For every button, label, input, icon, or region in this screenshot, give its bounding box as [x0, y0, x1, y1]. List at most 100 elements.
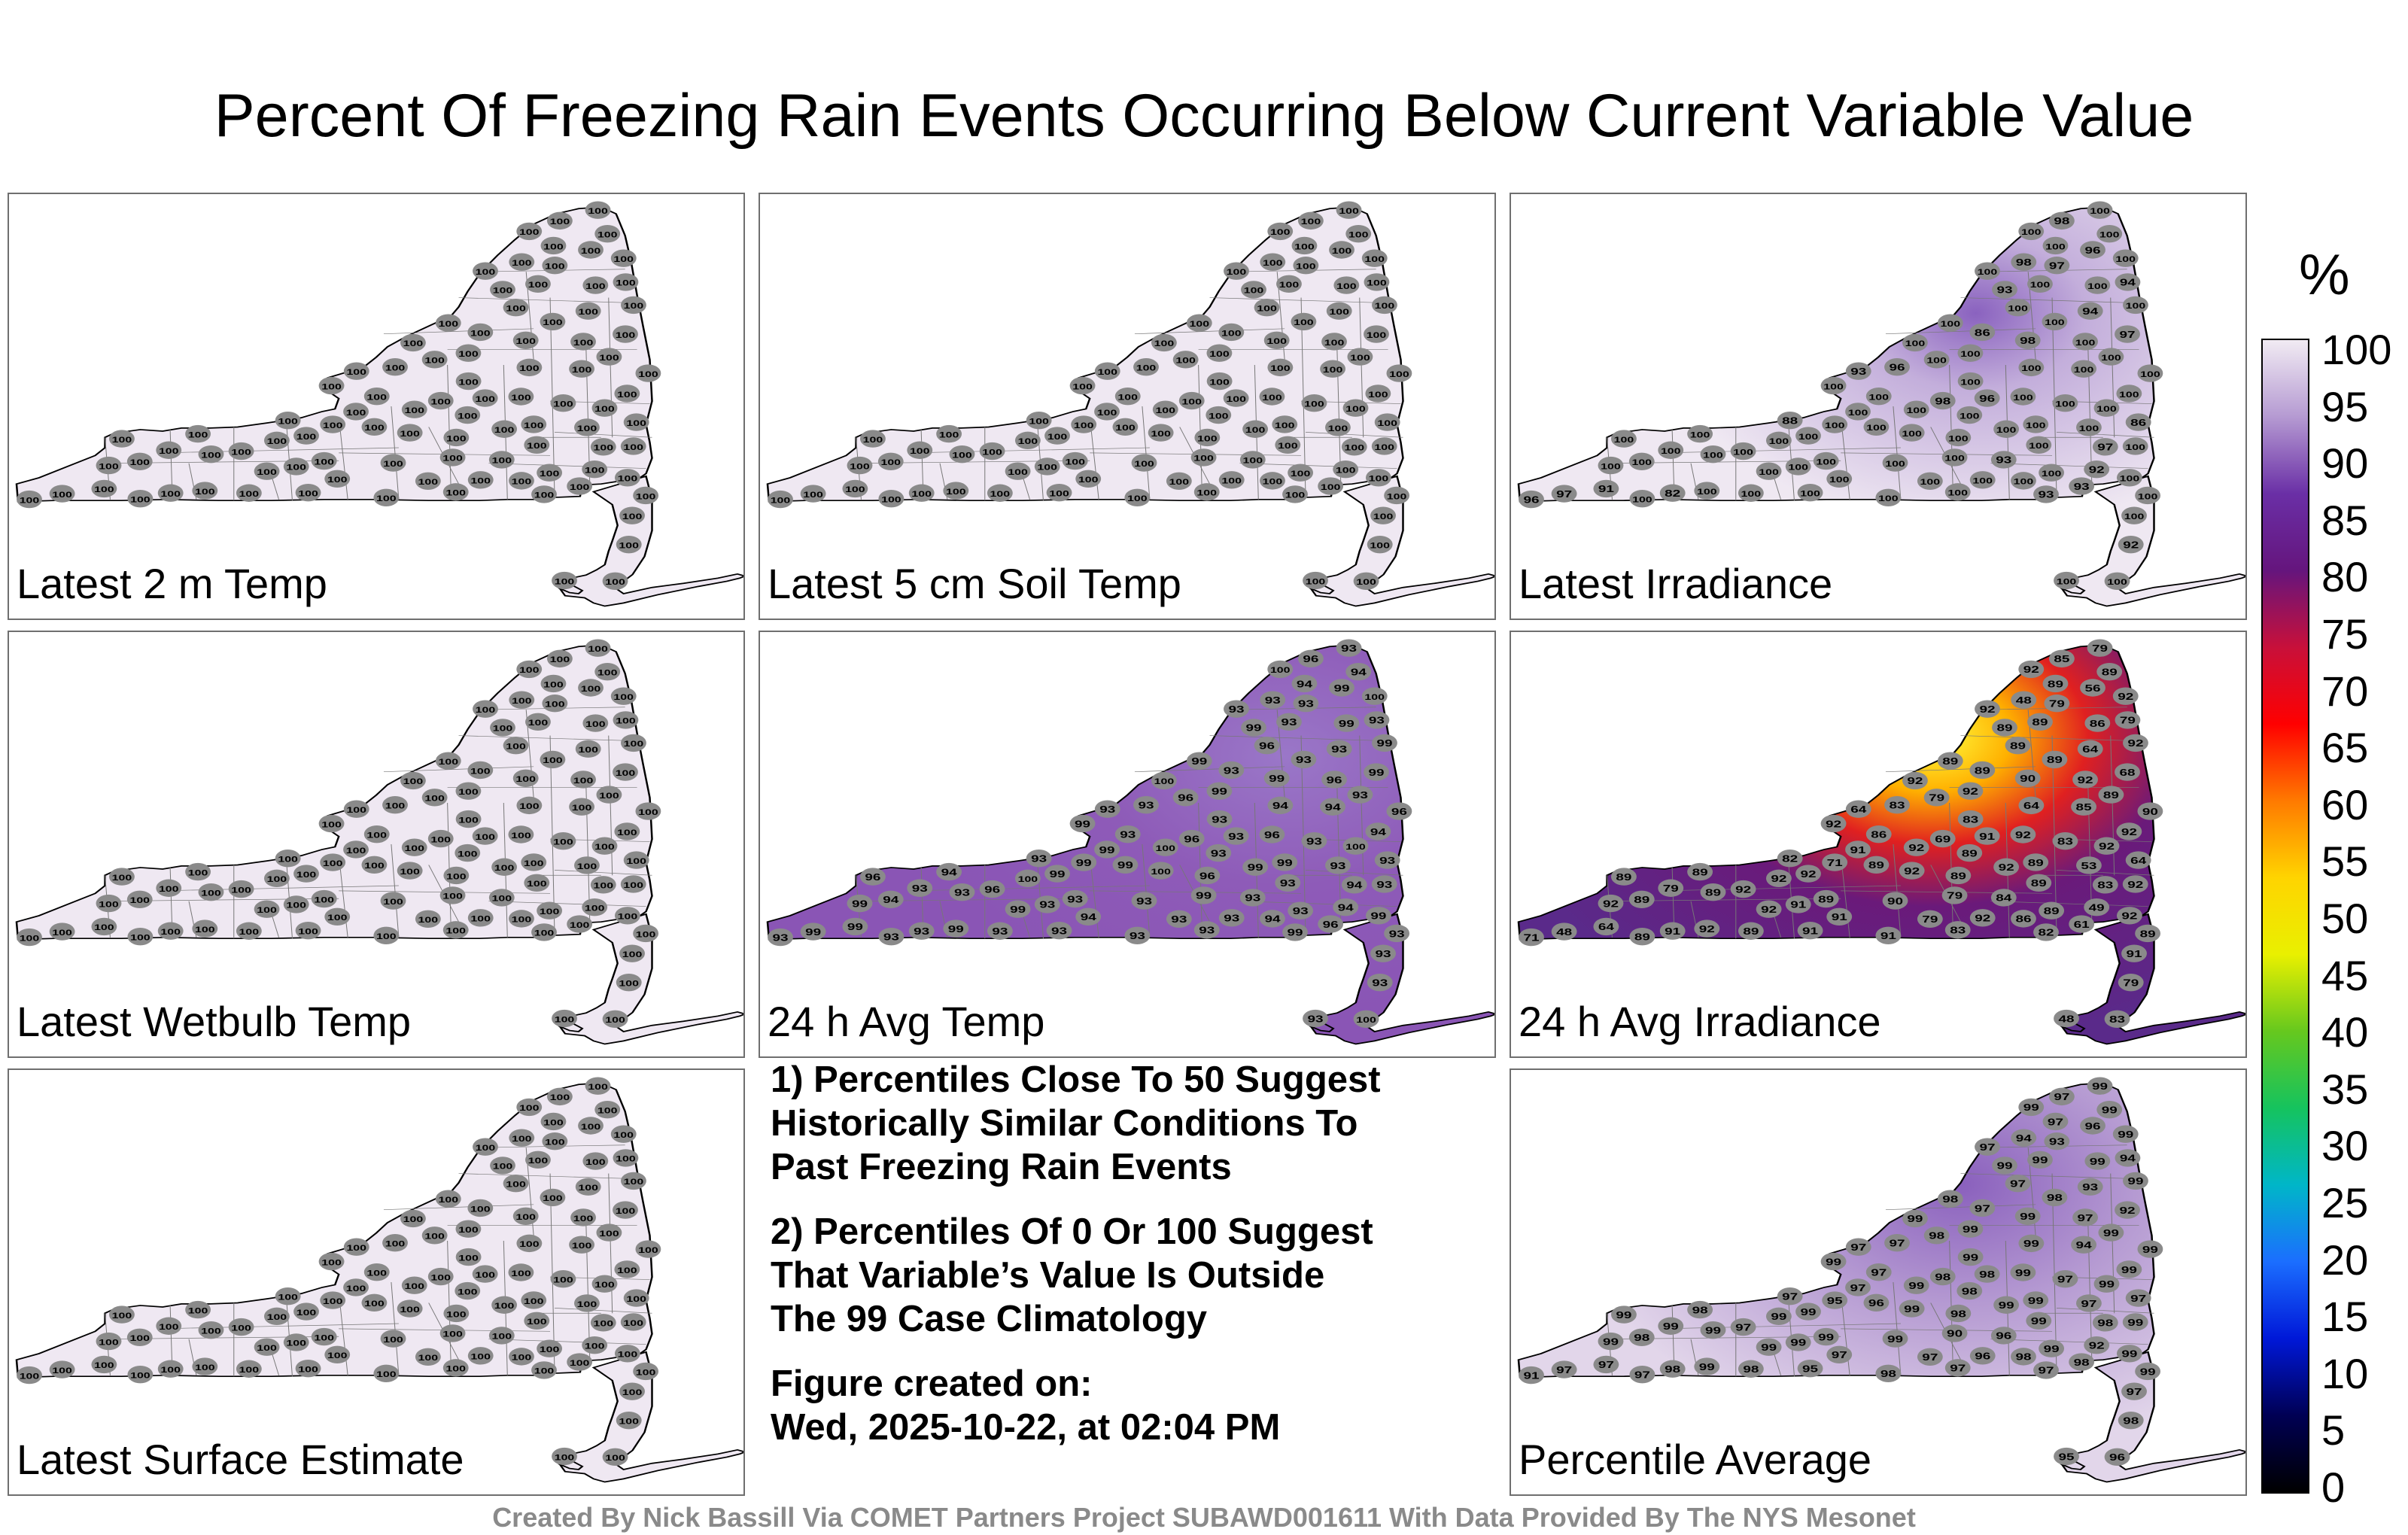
station-marker: 100	[343, 1278, 369, 1296]
station-marker: 86	[2084, 714, 2111, 732]
station-dot	[1944, 483, 1971, 501]
station-dot	[439, 448, 466, 467]
station-marker: 100	[1320, 360, 1346, 378]
station-dot	[908, 484, 935, 502]
station-value: 96	[1199, 871, 1215, 881]
station-dot	[1303, 1009, 1328, 1028]
station-value: 100	[267, 875, 287, 884]
station-value: 99	[1999, 1300, 2014, 1311]
station-dot	[512, 1207, 539, 1225]
station-dot	[594, 224, 621, 243]
station-dot	[1629, 927, 1655, 946]
station-dot	[877, 452, 904, 471]
station-marker: 93	[1990, 451, 2017, 469]
station-marker: 100	[1598, 456, 1624, 475]
station-value: 100	[1329, 307, 1349, 316]
station-dot	[275, 1287, 301, 1306]
station-marker: 100	[228, 442, 254, 460]
station-dot	[1820, 376, 1847, 395]
station-marker: 86	[2011, 910, 2036, 928]
station-value: 86	[1975, 327, 1990, 338]
station-dot	[1186, 752, 1212, 770]
county-border	[1134, 328, 1285, 335]
station-value: 100	[1798, 432, 1819, 441]
station-marker: 93	[1124, 926, 1151, 944]
station-marker: 100	[295, 484, 321, 502]
station-value: 100	[581, 684, 601, 693]
station-marker: 100	[516, 796, 543, 815]
station-marker: 100	[596, 348, 622, 366]
station-dot	[228, 442, 254, 460]
note-line: 1) Percentiles Close To 50 Suggest	[771, 1059, 1381, 1100]
station-dot	[96, 1332, 122, 1351]
station-marker: 89	[1687, 862, 1713, 881]
station-dot	[1957, 372, 1984, 391]
station-dot	[472, 1265, 498, 1283]
station-dot	[1206, 372, 1233, 391]
station-dot	[1694, 919, 1720, 938]
station-dot	[1923, 789, 1950, 807]
station-marker: 92	[1975, 700, 2000, 718]
station-dot	[635, 802, 661, 820]
county-border	[383, 766, 534, 773]
station-marker: 100	[1241, 281, 1266, 299]
station-dot	[236, 1360, 262, 1378]
station-dot	[373, 488, 400, 506]
station-value: 90	[2020, 774, 2036, 784]
station-dot	[1193, 921, 1220, 939]
station-value: 100	[321, 382, 342, 391]
station-dot	[800, 923, 826, 941]
station-value: 97	[1634, 1369, 1650, 1380]
station-value: 100	[327, 913, 348, 923]
station-marker: 100	[491, 858, 518, 876]
station-value: 100	[1614, 435, 1634, 444]
station-dot	[1738, 1360, 1764, 1378]
station-dot	[614, 1345, 640, 1363]
colorbar-tick-label: 25	[2321, 1179, 2369, 1226]
station-value: 93	[1224, 765, 1239, 776]
station-value: 93	[1067, 894, 1083, 904]
station-dot	[768, 928, 793, 947]
station-marker: 100	[1341, 438, 1367, 456]
station-dot	[1336, 639, 1362, 657]
station-dot	[1956, 406, 1983, 424]
station-value: 100	[1245, 425, 1266, 434]
station-value: 100	[1257, 304, 1277, 313]
station-marker: 100	[382, 796, 408, 814]
station-dot	[1969, 1347, 1996, 1365]
station-marker: 100	[467, 909, 494, 927]
station-value: 93	[1039, 899, 1055, 910]
station-value: 99	[1818, 1332, 1834, 1342]
station-value: 99	[1603, 1336, 1619, 1347]
station-marker: 93	[1992, 281, 2017, 299]
station-dot	[2087, 201, 2113, 219]
station-dot	[1342, 837, 1369, 855]
station-value: 100	[1373, 512, 1394, 521]
station-value: 97	[1979, 1142, 1995, 1153]
station-marker: 100	[594, 224, 621, 243]
station-value: 100	[2140, 369, 2160, 378]
station-dot	[907, 441, 933, 459]
station-dot	[1730, 442, 1756, 460]
station-value: 100	[527, 1317, 547, 1326]
station-dot	[1598, 1332, 1624, 1351]
station-marker: 100	[455, 1220, 482, 1238]
station-dot	[455, 1281, 481, 1300]
station-dot	[1372, 734, 1397, 752]
station-dot	[1937, 314, 1963, 332]
station-value: 100	[1294, 318, 1314, 327]
station-marker: 93	[1133, 796, 1159, 814]
station-marker: 93	[1371, 875, 1397, 893]
station-dot	[1342, 399, 1369, 417]
station-marker: 100	[363, 825, 390, 843]
station-marker: 64	[1593, 917, 1619, 936]
station-value: 99	[2140, 1366, 2156, 1377]
station-marker: 100	[108, 430, 135, 448]
station-marker: 100	[633, 1362, 659, 1381]
station-marker: 100	[1272, 415, 1298, 433]
station-value: 100	[553, 1275, 573, 1284]
station-marker: 79	[2118, 973, 2144, 992]
station-dot	[283, 457, 309, 476]
station-dot	[1628, 1328, 1655, 1347]
station-dot	[503, 298, 529, 317]
